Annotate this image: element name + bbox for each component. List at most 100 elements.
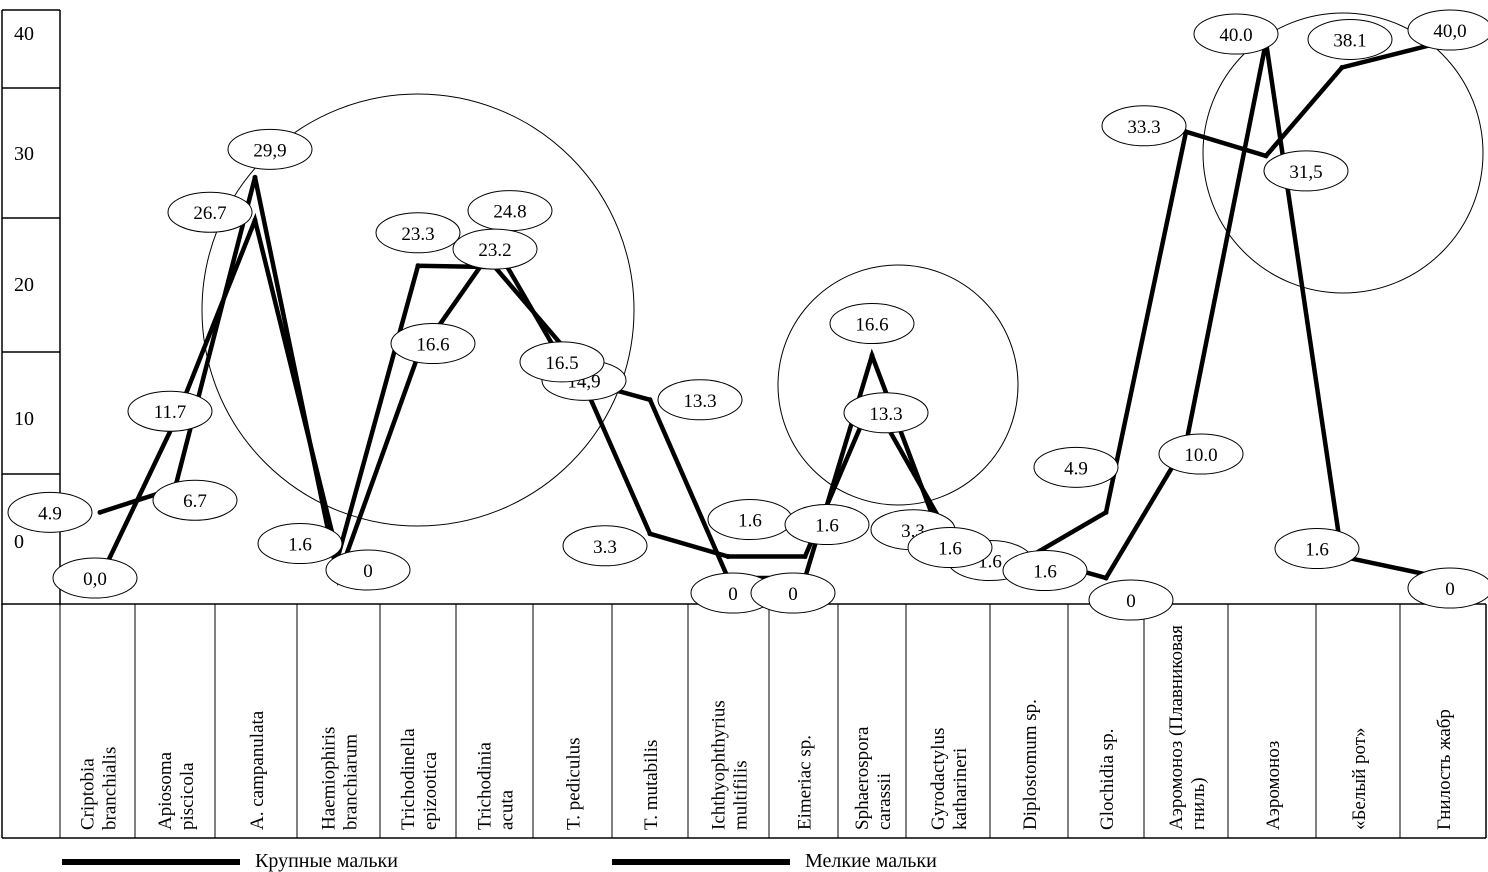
data-label-bubble bbox=[257, 523, 343, 565]
legend: Крупные мальки Мелкие мальки bbox=[62, 850, 937, 872]
data-label: 26.7 bbox=[167, 191, 253, 233]
data-point bbox=[802, 554, 808, 560]
data-label-text: 4.9 bbox=[38, 503, 62, 524]
data-label-text: 16.6 bbox=[416, 335, 449, 356]
data-point bbox=[1103, 509, 1109, 515]
category-label-line: branchiarum bbox=[341, 734, 362, 830]
data-label-text: 0 bbox=[788, 584, 798, 605]
data-label: 3.3 bbox=[562, 525, 648, 567]
data-label-text: 0 bbox=[1126, 591, 1136, 612]
legend-label-large-fry: Крупные мальки bbox=[255, 850, 398, 872]
y-tick-label: 0 bbox=[14, 531, 24, 553]
category-dividers bbox=[59, 604, 1401, 838]
category-label: Аэромоноз (Плавниковаягниль) bbox=[1166, 625, 1209, 830]
highlight-circles bbox=[201, 12, 1484, 527]
data-label: 16.5 bbox=[519, 341, 605, 383]
category-label-line: carassii bbox=[874, 773, 895, 830]
data-label-bubble bbox=[1263, 150, 1349, 192]
data-label: 13.3 bbox=[843, 392, 929, 434]
data-label-text: 13.3 bbox=[869, 404, 902, 425]
category-label: Haemiophirisbranchiarum bbox=[319, 727, 362, 830]
category-label-line: T. pediculus bbox=[564, 737, 585, 830]
data-label-text: 10.0 bbox=[1184, 445, 1217, 466]
category-label-line: Гнилость жабр bbox=[1434, 709, 1455, 830]
data-label: 1.6 bbox=[1274, 528, 1360, 570]
y-tick-label: 20 bbox=[14, 274, 34, 296]
data-label-bubble bbox=[1088, 579, 1174, 621]
category-label: Аэромоноз bbox=[1263, 741, 1284, 830]
data-label-text: 13.3 bbox=[683, 391, 716, 412]
category-label: Diplostomum sp. bbox=[1020, 699, 1041, 830]
category-label: T. mutabilis bbox=[641, 740, 662, 830]
data-label-bubble bbox=[784, 504, 870, 546]
data-point bbox=[869, 353, 875, 359]
category-label: Eimeriac sp. bbox=[795, 735, 816, 830]
data-label: 33.3 bbox=[1101, 105, 1187, 147]
data-label-bubble bbox=[1193, 13, 1279, 55]
series-line-small-fry bbox=[97, 39, 1444, 579]
data-label-bubble bbox=[1274, 528, 1360, 570]
y-tick-label: 10 bbox=[14, 408, 34, 430]
data-label-bubble bbox=[657, 379, 743, 421]
data-label-bubble bbox=[1002, 550, 1088, 592]
data-label-text: 0,0 bbox=[83, 569, 107, 590]
category-label-line: Ichthyophthyrius bbox=[709, 700, 730, 830]
data-label: 23.3 bbox=[375, 212, 461, 254]
category-label: A. campanulata bbox=[247, 710, 268, 830]
y-tick-label: 40 bbox=[14, 23, 34, 45]
data-label: 0,0 bbox=[52, 557, 138, 599]
data-label-bubble bbox=[907, 527, 993, 569]
category-label-line: Аэромоноз bbox=[1263, 741, 1284, 830]
data-label-bubble bbox=[1101, 105, 1187, 147]
category-label-line: Haemiophiris bbox=[319, 727, 340, 830]
data-label-text: 4.9 bbox=[1064, 458, 1088, 479]
data-label-text: 16.5 bbox=[545, 353, 578, 374]
data-point bbox=[647, 531, 653, 537]
category-label-line: multifilis bbox=[731, 760, 752, 830]
data-label-text: 6.7 bbox=[183, 491, 207, 512]
category-label-line: Trichodinella bbox=[398, 728, 419, 830]
highlight-circle-ciliates bbox=[201, 93, 635, 527]
data-label-text: 0 bbox=[728, 584, 738, 605]
data-label: 23.2 bbox=[452, 228, 538, 270]
data-label-bubble bbox=[1158, 433, 1244, 475]
data-label-text: 16.6 bbox=[855, 315, 888, 336]
data-label: 40,0 bbox=[1407, 9, 1488, 51]
category-label-line: Criptobia bbox=[78, 758, 99, 830]
data-label-text: 33.3 bbox=[1127, 117, 1160, 138]
data-label: 1.6 bbox=[707, 499, 793, 541]
data-label: 0 bbox=[325, 549, 411, 591]
data-label: 40.0 bbox=[1193, 13, 1279, 55]
data-label-bubble bbox=[375, 212, 461, 254]
data-label: 16.6 bbox=[829, 303, 915, 345]
data-label-bubble bbox=[7, 491, 93, 533]
series-line-large-fry bbox=[99, 41, 1444, 587]
data-label-text: 1.6 bbox=[815, 516, 839, 537]
data-label: 1.6 bbox=[784, 504, 870, 546]
category-label-line: A. campanulata bbox=[247, 710, 268, 830]
category-label-line: Аэромоноз (Плавниковая bbox=[1166, 625, 1187, 830]
data-label-bubble bbox=[390, 323, 476, 365]
data-label-bubble bbox=[519, 341, 605, 383]
data-label: 29,9 bbox=[227, 128, 313, 170]
data-label-text: 40.0 bbox=[1219, 25, 1252, 46]
data-label-text: 1.6 bbox=[738, 511, 762, 532]
series-lines bbox=[97, 39, 1446, 587]
category-label-line: «Белый рот» bbox=[1349, 727, 1370, 830]
data-label-bubble bbox=[750, 572, 836, 614]
data-label-text: 3.3 bbox=[593, 537, 617, 558]
data-label: 0 bbox=[750, 572, 836, 614]
data-label: 13.3 bbox=[657, 379, 743, 421]
category-label-line: epizootica bbox=[420, 751, 441, 830]
data-label: 1.6 bbox=[1002, 550, 1088, 592]
data-label-bubble bbox=[1407, 567, 1488, 609]
data-label-text: 40,0 bbox=[1433, 21, 1466, 42]
data-point bbox=[1339, 64, 1345, 70]
data-label-text: 1.6 bbox=[288, 535, 312, 556]
data-point bbox=[647, 397, 653, 403]
data-label-bubble bbox=[829, 303, 915, 345]
data-label-bubble bbox=[152, 479, 238, 521]
data-label-text: 11.7 bbox=[154, 402, 187, 423]
category-label-line: гниль) bbox=[1188, 777, 1209, 830]
data-label: 0 bbox=[1407, 567, 1488, 609]
